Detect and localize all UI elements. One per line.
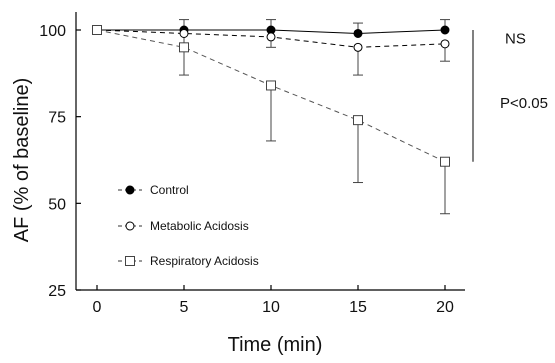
data-point-1 bbox=[179, 28, 189, 38]
x-tick-label: 15 bbox=[349, 299, 367, 316]
data-point-0 bbox=[440, 25, 450, 35]
data-point-0 bbox=[353, 28, 363, 38]
significance-label: NS bbox=[505, 31, 526, 48]
data-point-2 bbox=[92, 25, 102, 35]
x-tick-label: 10 bbox=[262, 299, 280, 316]
annotations: NS P<0.05 bbox=[472, 30, 548, 162]
legend-label: Metabolic Acidosis bbox=[150, 219, 249, 233]
data-point-1 bbox=[266, 32, 276, 42]
legend-marker bbox=[125, 221, 135, 231]
x-axis-title: Time (min) bbox=[228, 334, 323, 356]
data-point-1 bbox=[440, 39, 450, 49]
y-axis-title: AF (% of baseline) bbox=[11, 78, 33, 243]
data-point-2 bbox=[179, 42, 189, 53]
data-point-2 bbox=[266, 80, 276, 91]
legend-label: Control bbox=[150, 183, 189, 197]
x-tick-label: 0 bbox=[93, 299, 102, 316]
x-tick-label: 20 bbox=[436, 299, 454, 316]
y-tick-label: 75 bbox=[48, 110, 66, 127]
axes: 25 50 75 100 0 5 10 15 20 Time (min) AF (% of base… bbox=[11, 12, 465, 356]
significance-label: P<0.05 bbox=[500, 95, 548, 112]
legend-marker bbox=[125, 185, 135, 195]
legend-label: Respiratory Acidosis bbox=[150, 254, 259, 268]
y-tick-label: 100 bbox=[39, 23, 66, 40]
legend: Control Metabolic Acidosis Respiratory Aci… bbox=[118, 183, 259, 268]
x-tick-label: 5 bbox=[180, 299, 189, 316]
series-markers bbox=[92, 25, 450, 167]
data-point-1 bbox=[353, 42, 363, 52]
data-point-2 bbox=[440, 156, 450, 167]
error-bars bbox=[179, 19, 450, 215]
y-tick-label: 50 bbox=[48, 196, 66, 213]
legend-marker bbox=[125, 256, 135, 266]
data-point-2 bbox=[353, 115, 363, 126]
y-tick-label: 25 bbox=[48, 283, 66, 300]
